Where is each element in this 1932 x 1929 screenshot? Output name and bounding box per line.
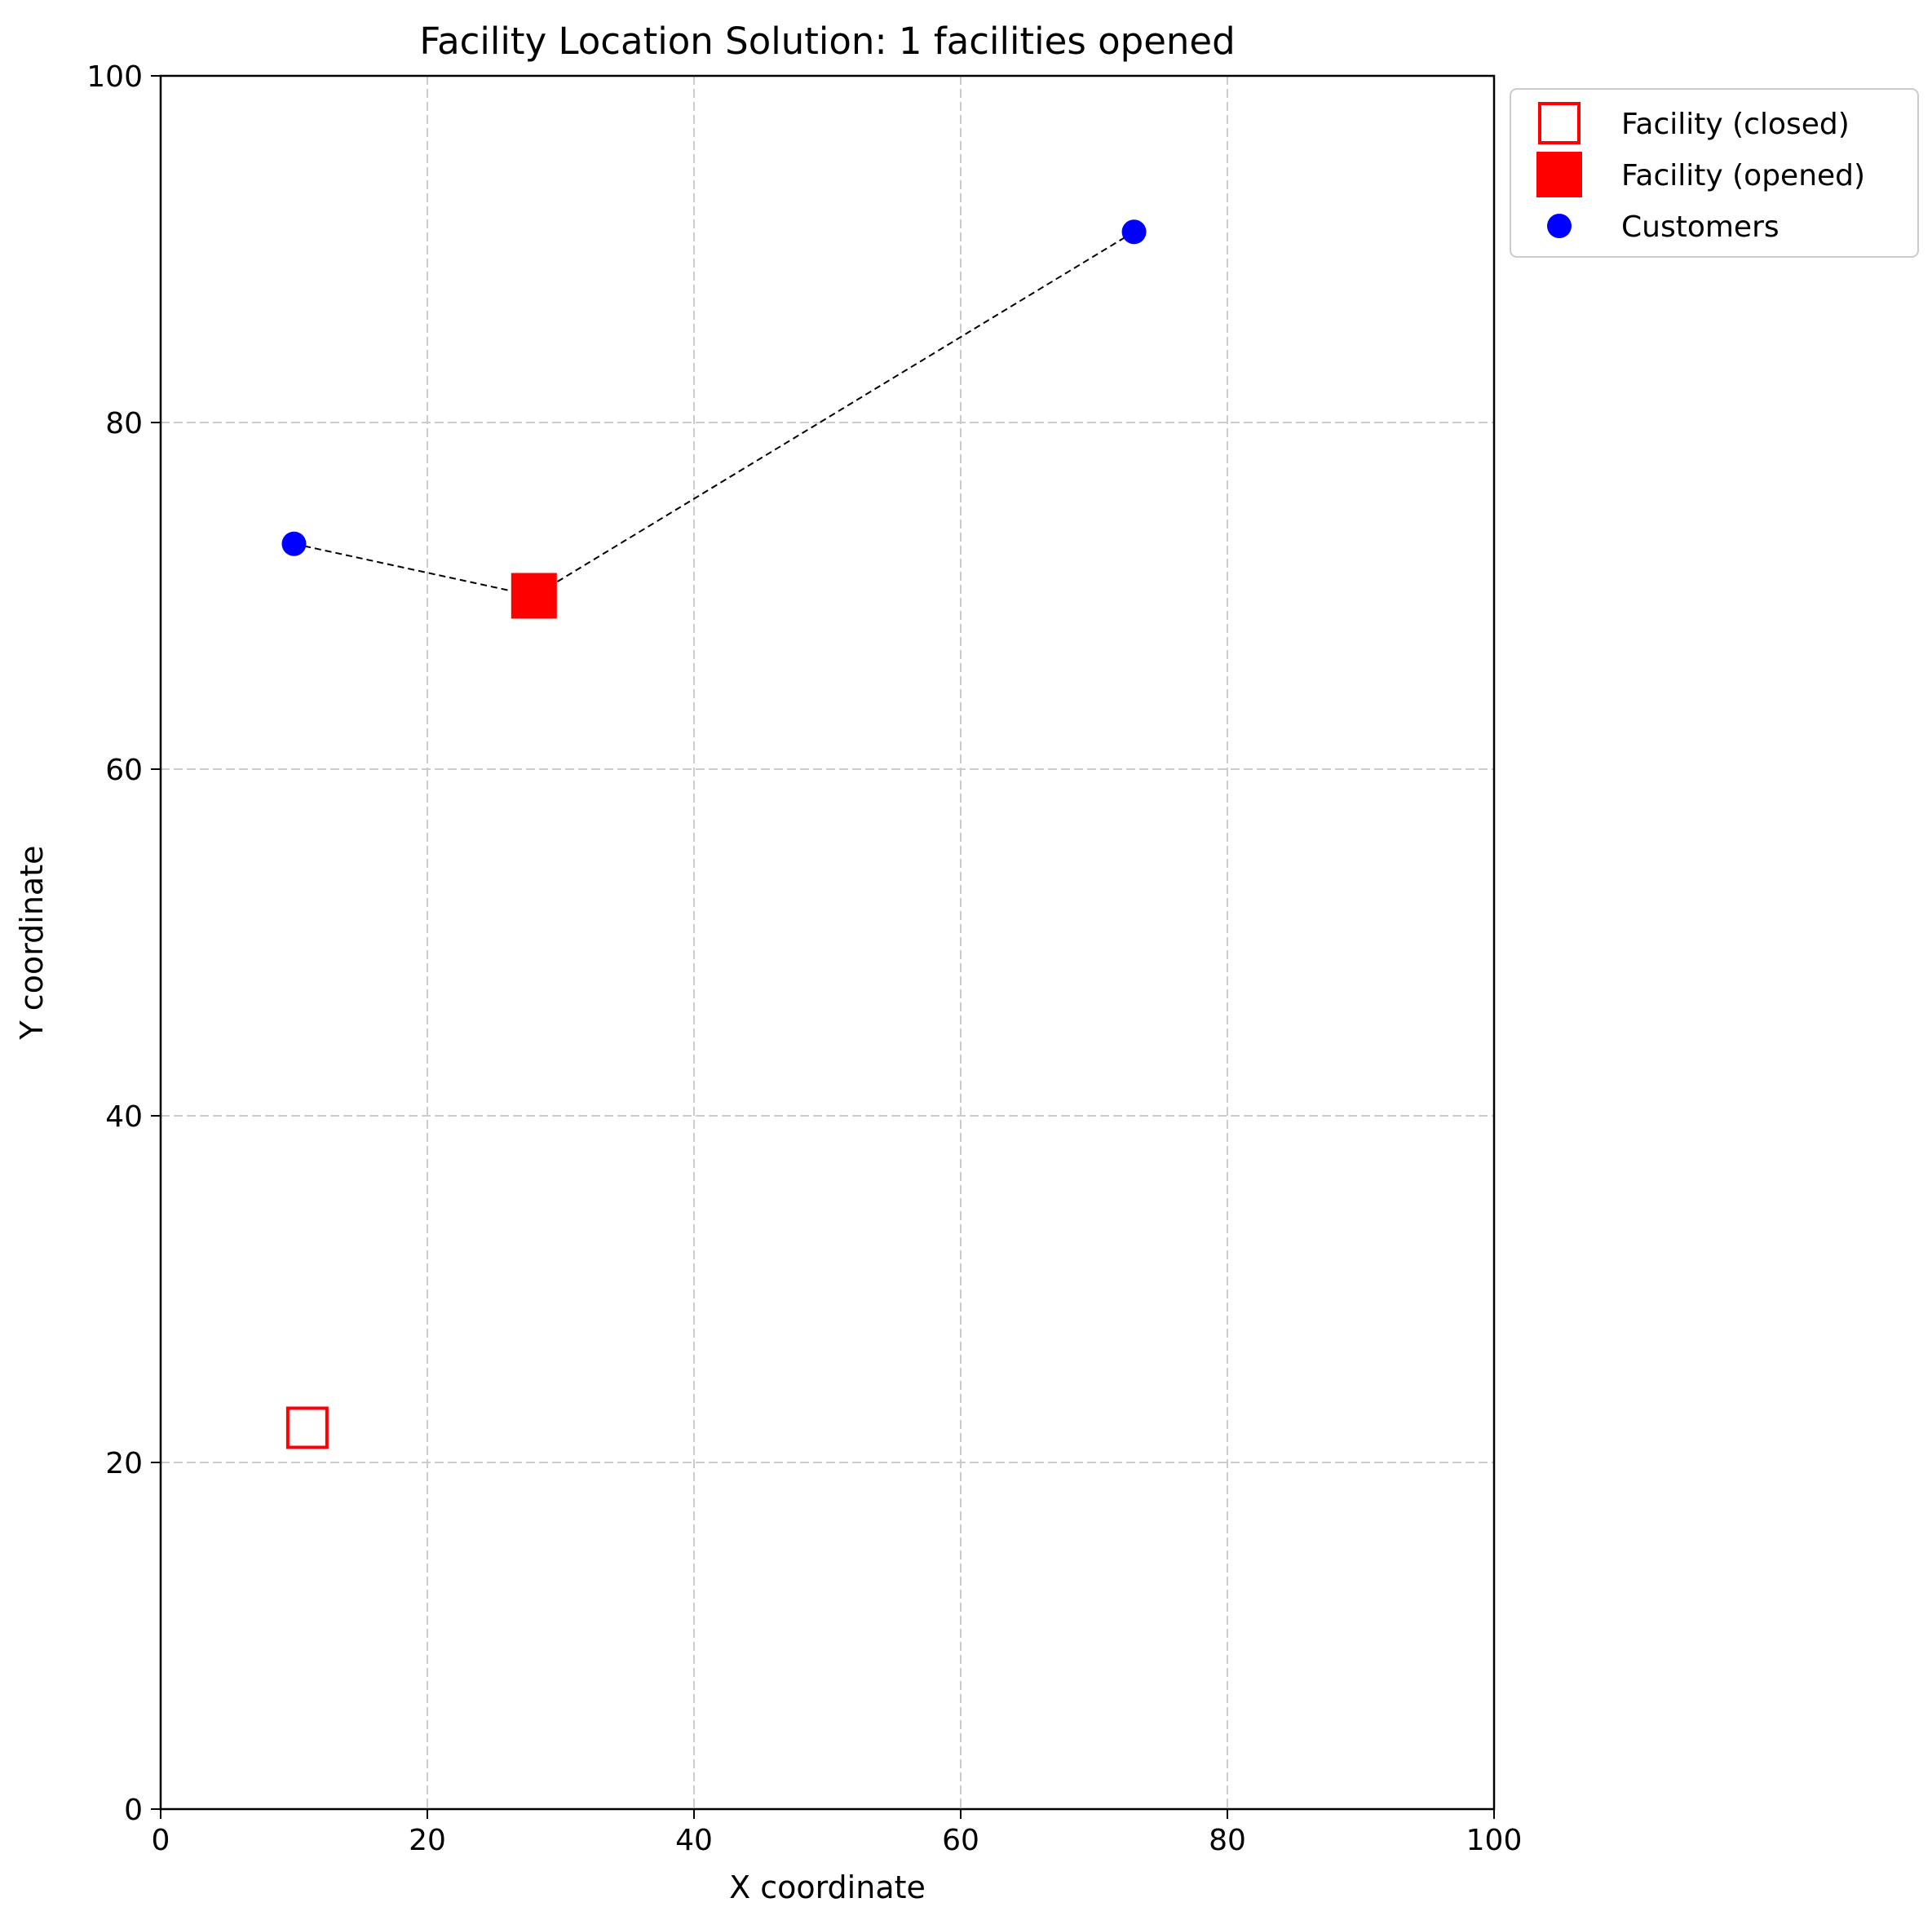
y-tick-label: 60 bbox=[105, 754, 143, 787]
legend-filled-square-icon bbox=[1536, 152, 1582, 197]
assignment-line bbox=[533, 231, 1135, 597]
axis-ticks: 0 20 40 60 80 100 0 20 40 60 80 100 bbox=[86, 60, 1522, 1857]
legend-label: Facility (closed) bbox=[1621, 108, 1850, 141]
assignment-lines bbox=[294, 231, 1135, 597]
plot-area-frame bbox=[159, 74, 1496, 1811]
x-tick-label: 0 bbox=[152, 1824, 170, 1857]
legend-entry: Facility (opened) bbox=[1536, 152, 1865, 197]
legend-label: Customers bbox=[1621, 210, 1779, 244]
chart-title: Facility Location Solution: 1 facilities… bbox=[419, 20, 1235, 63]
y-tick-label: 40 bbox=[105, 1100, 143, 1134]
x-axis-label: X coordinate bbox=[729, 1869, 926, 1905]
data-points bbox=[281, 219, 1147, 1449]
x-tick-label: 100 bbox=[1466, 1824, 1523, 1857]
legend-entry: Customers bbox=[1547, 210, 1779, 244]
legend-entry: Facility (closed) bbox=[1538, 102, 1850, 144]
legend-label: Facility (opened) bbox=[1621, 159, 1865, 192]
facility-closed-marker bbox=[285, 1406, 329, 1449]
assignment-line bbox=[294, 542, 535, 597]
customer-point bbox=[281, 531, 307, 556]
y-tick-label: 100 bbox=[86, 60, 143, 94]
x-tick-label: 60 bbox=[942, 1824, 979, 1857]
grid bbox=[161, 76, 1494, 1809]
y-tick-label: 0 bbox=[124, 1794, 143, 1827]
x-tick-label: 40 bbox=[675, 1824, 713, 1857]
legend: Facility (closed) Facility (opened) Custom… bbox=[1510, 88, 1919, 258]
customer-point bbox=[1121, 219, 1147, 245]
legend-frame bbox=[1510, 88, 1919, 258]
y-tick-label: 80 bbox=[105, 407, 143, 440]
legend-hollow-square-icon bbox=[1538, 102, 1581, 144]
x-tick-label: 80 bbox=[1209, 1824, 1246, 1857]
y-axis-label: Y coordinate bbox=[14, 846, 50, 1041]
legend-circle-icon bbox=[1547, 214, 1572, 238]
y-tick-label: 20 bbox=[105, 1447, 143, 1480]
facility-opened-marker bbox=[511, 573, 557, 619]
x-tick-label: 20 bbox=[409, 1824, 446, 1857]
